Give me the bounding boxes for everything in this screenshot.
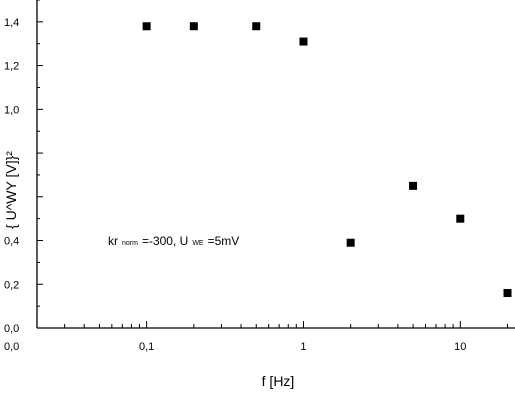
x-axis-label: f [Hz] xyxy=(262,373,295,389)
y-tick-label: 0,0 xyxy=(4,323,19,335)
data-point xyxy=(252,22,261,31)
axes xyxy=(36,0,515,329)
origin-tick-label: 0,0 xyxy=(4,341,19,353)
y-tick-label: 1,2 xyxy=(4,61,19,73)
y-tick-label: 0,2 xyxy=(4,279,19,291)
data-point xyxy=(456,214,465,223)
data-point xyxy=(299,37,308,46)
annotation: kr norm =-300, U WE =5mV xyxy=(108,232,239,249)
x-tick-label: 1 xyxy=(300,341,306,353)
data-point xyxy=(409,181,418,190)
y-tick-label: 1,0 xyxy=(4,104,19,116)
tick-labels: 0,0 0,2 0,4 1,0 1,2 1,4 0,1 1 10 0,0 xyxy=(4,17,466,353)
annotation-middle: =-300, U xyxy=(142,234,188,248)
annotation-prefix-sub: norm xyxy=(122,240,138,247)
data-point xyxy=(503,289,512,298)
data-point xyxy=(142,22,151,31)
data-point xyxy=(189,22,198,31)
x-tick-label: 10 xyxy=(454,341,466,353)
ticks xyxy=(36,0,509,329)
annotation-suffix: =5mV xyxy=(208,234,240,248)
data-point xyxy=(346,238,355,247)
annotation-middle-sub: WE xyxy=(192,240,204,247)
x-tick-label: 0,1 xyxy=(139,341,154,353)
y-tick-label: 1,4 xyxy=(4,17,19,29)
y-tick-label: 0,4 xyxy=(4,236,19,248)
annotation-prefix: kr xyxy=(108,234,118,248)
data-points xyxy=(142,22,512,298)
y-axis-label: { U^WY [V]}² xyxy=(3,151,19,229)
